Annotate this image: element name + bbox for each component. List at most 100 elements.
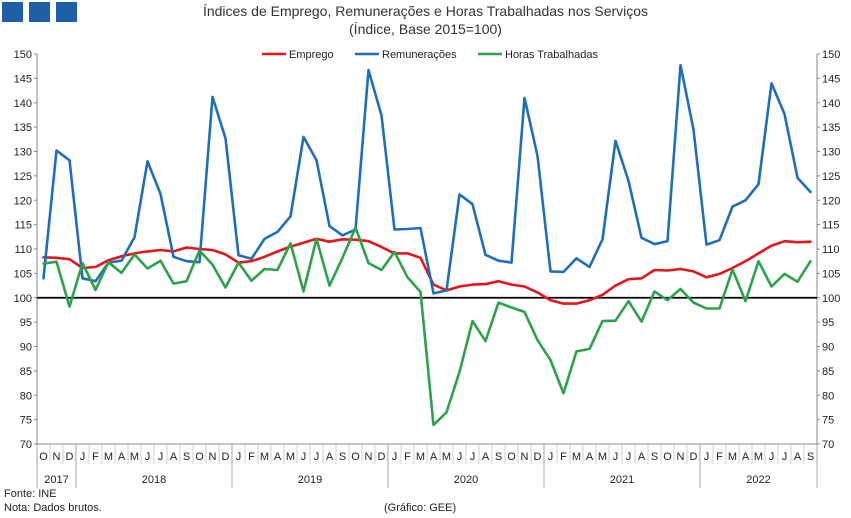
y-tick-label-right: 110	[822, 244, 840, 256]
y-tick-label-left: 85	[20, 366, 32, 378]
month-label: M	[416, 451, 425, 463]
month-label: D	[66, 451, 74, 463]
y-tick-label-left: 125	[14, 171, 32, 183]
legend-label: Horas Trabalhadas	[505, 49, 598, 61]
month-label: J	[158, 451, 164, 463]
month-label: S	[339, 451, 346, 463]
series-line-2	[42, 226, 812, 427]
y-tick-label-right: 75	[822, 415, 834, 427]
month-label: S	[807, 451, 814, 463]
month-label: J	[769, 451, 775, 463]
month-label: N	[521, 451, 529, 463]
month-label: M	[286, 451, 295, 463]
month-label: N	[365, 451, 373, 463]
month-label: M	[754, 451, 763, 463]
y-tick-label-left: 145	[14, 73, 32, 85]
month-label: M	[104, 451, 113, 463]
month-label: O	[195, 451, 204, 463]
month-label: A	[638, 451, 646, 463]
y-tick-label-right: 105	[822, 268, 840, 280]
month-label: J	[145, 451, 151, 463]
month-label: D	[534, 451, 542, 463]
month-label: O	[507, 451, 516, 463]
y-tick-label-right: 135	[822, 122, 840, 134]
month-label: N	[209, 451, 217, 463]
month-label: F	[404, 451, 411, 463]
y-tick-label-left: 140	[14, 98, 32, 110]
y-tick-label-right: 80	[822, 390, 834, 402]
y-tick-label-right: 115	[822, 220, 840, 232]
year-label: 2021	[610, 474, 634, 486]
y-tick-label-right: 70	[822, 439, 834, 451]
month-label: O	[39, 451, 48, 463]
month-label: J	[548, 451, 554, 463]
month-label: J	[704, 451, 710, 463]
month-label: N	[53, 451, 61, 463]
month-label: A	[118, 451, 126, 463]
month-label: J	[470, 451, 476, 463]
y-tick-label-right: 125	[822, 171, 840, 183]
month-label: A	[274, 451, 282, 463]
y-tick-label-right: 120	[822, 195, 840, 207]
month-label: F	[248, 451, 255, 463]
month-label: J	[457, 451, 463, 463]
month-label: S	[495, 451, 502, 463]
logo-square	[2, 2, 23, 22]
month-label: F	[92, 451, 99, 463]
month-label: J	[236, 451, 242, 463]
month-label: J	[80, 451, 86, 463]
series-line-1	[42, 63, 812, 295]
month-label: M	[598, 451, 607, 463]
month-label: J	[301, 451, 307, 463]
month-label: M	[728, 451, 737, 463]
gee-logo	[2, 2, 77, 22]
y-tick-label-left: 95	[20, 317, 32, 329]
month-label: A	[742, 451, 750, 463]
month-label: A	[586, 451, 594, 463]
chart-subtitle: (Índice, Base 2015=100)	[349, 21, 502, 37]
y-tick-label-right: 90	[822, 342, 834, 354]
year-label: 2018	[142, 474, 166, 486]
month-label: O	[351, 451, 360, 463]
month-label: M	[130, 451, 139, 463]
month-label: J	[613, 451, 619, 463]
y-tick-label-left: 100	[14, 293, 32, 305]
footer-credit: (Gráfico: GEE)	[384, 502, 457, 514]
year-label: 2020	[454, 474, 478, 486]
y-tick-label-left: 150	[14, 49, 32, 61]
chart-title: Índices de Emprego, Remunerações e Horas…	[202, 3, 649, 19]
month-label: J	[626, 451, 632, 463]
month-label: S	[183, 451, 190, 463]
y-tick-label-left: 110	[14, 244, 32, 256]
month-label: D	[690, 451, 698, 463]
month-label: A	[326, 451, 334, 463]
y-tick-label-right: 145	[822, 73, 840, 85]
y-tick-label-left: 135	[14, 122, 32, 134]
y-tick-label-right: 100	[822, 293, 840, 305]
y-tick-label-right: 150	[822, 49, 840, 61]
legend-label: Remunerações	[382, 49, 457, 61]
month-label: A	[430, 451, 438, 463]
month-label: F	[560, 451, 567, 463]
y-tick-label-right: 95	[822, 317, 834, 329]
y-tick-label-left: 80	[20, 390, 32, 402]
month-label: A	[482, 451, 490, 463]
month-label: M	[442, 451, 451, 463]
logo-square	[29, 2, 50, 22]
y-tick-label-left: 130	[14, 147, 32, 159]
month-label: D	[378, 451, 386, 463]
month-label: N	[677, 451, 685, 463]
y-tick-label-left: 90	[20, 342, 32, 354]
month-label: J	[314, 451, 320, 463]
y-tick-label-left: 115	[14, 220, 32, 232]
legend-label: Emprego	[289, 49, 334, 61]
series-line-0	[42, 237, 812, 305]
y-tick-label-left: 105	[14, 268, 32, 280]
month-label: D	[222, 451, 230, 463]
month-label: A	[170, 451, 178, 463]
y-tick-label-left: 75	[20, 415, 32, 427]
y-tick-label-right: 85	[822, 366, 834, 378]
year-label: 2022	[746, 474, 770, 486]
year-label: 2017	[44, 474, 68, 486]
